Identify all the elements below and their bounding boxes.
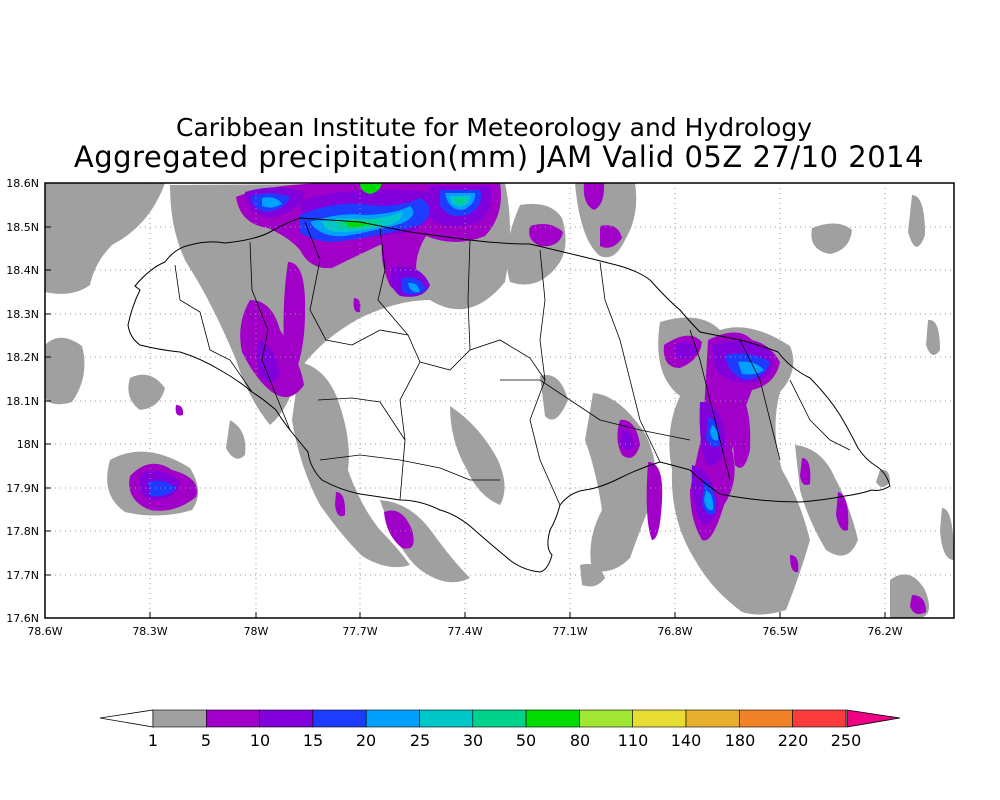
colorbar-label: 220: [778, 731, 809, 750]
x-tick-label: 77.4W: [447, 625, 482, 638]
colorbar-swatch: [525, 709, 580, 728]
x-tick-label: 77.1W: [552, 625, 587, 638]
colorbar-label: 10: [250, 731, 270, 750]
colorbar-swatch: [738, 709, 793, 728]
x-tick-label: 76.2W: [867, 625, 902, 638]
x-tick-label: 77.7W: [342, 625, 377, 638]
y-tick-label: 18N: [17, 438, 39, 451]
x-tick-label: 76.5W: [762, 625, 797, 638]
y-tick-label: 18.5N: [6, 221, 39, 234]
y-tick-label: 17.7N: [6, 569, 39, 582]
colorbar-swatch: [365, 709, 420, 728]
x-tick-label: 78W: [244, 625, 269, 638]
colorbar-swatch: [632, 709, 687, 728]
y-tick-label: 18.1N: [6, 395, 39, 408]
x-tick-label: 78.3W: [132, 625, 167, 638]
colorbar-label: 140: [671, 731, 702, 750]
colorbar-label: 1: [148, 731, 158, 750]
chart-title-main: Aggregated precipitation(mm) JAM Valid 0…: [73, 140, 925, 174]
x-tick-label: 76.8W: [657, 625, 692, 638]
colorbar-label: 30: [463, 731, 483, 750]
parish-boundaries: [174, 221, 851, 506]
colorbar-label: 50: [516, 731, 536, 750]
colorbar-label: 5: [201, 731, 211, 750]
colorbar-label: 110: [618, 731, 649, 750]
colorbar-swatch: [792, 709, 847, 728]
colorbar-label: 250: [831, 731, 862, 750]
chart-title-institute: Caribbean Institute for Meteorology and …: [176, 113, 812, 142]
colorbar-swatch: [472, 709, 527, 728]
y-tick-label: 18.2N: [6, 351, 39, 364]
x-tick-label: 78.6W: [27, 625, 62, 638]
colorbar-label: 15: [303, 731, 323, 750]
colorbar-under-arrow: [99, 709, 154, 728]
jamaica-coastline: [127, 217, 891, 573]
precipitation-colorbar: 1 5 10 15 20 25 30 50 80 110 140 180 220…: [99, 709, 901, 750]
y-tick-label: 17.9N: [6, 482, 39, 495]
colorbar-label: 25: [410, 731, 430, 750]
colorbar-swatch: [685, 709, 740, 728]
colorbar-swatch: [419, 709, 474, 728]
colorbar-swatch: [579, 709, 634, 728]
colorbar-swatch: [312, 709, 367, 728]
colorbar-label: 20: [356, 731, 376, 750]
colorbar-swatch: [259, 709, 314, 728]
precipitation-field: [45, 183, 954, 618]
y-tick-label: 18.6N: [6, 177, 39, 190]
colorbar-label: 180: [725, 731, 756, 750]
y-tick-label: 17.8N: [6, 525, 39, 538]
colorbar-swatch: [152, 709, 207, 728]
colorbar-over-arrow: [846, 709, 901, 728]
colorbar-swatch: [206, 709, 260, 728]
y-tick-label: 18.3N: [6, 308, 39, 321]
colorbar-label: 80: [570, 731, 590, 750]
y-tick-label: 18.4N: [6, 264, 39, 277]
y-tick-label: 17.6N: [6, 612, 39, 625]
